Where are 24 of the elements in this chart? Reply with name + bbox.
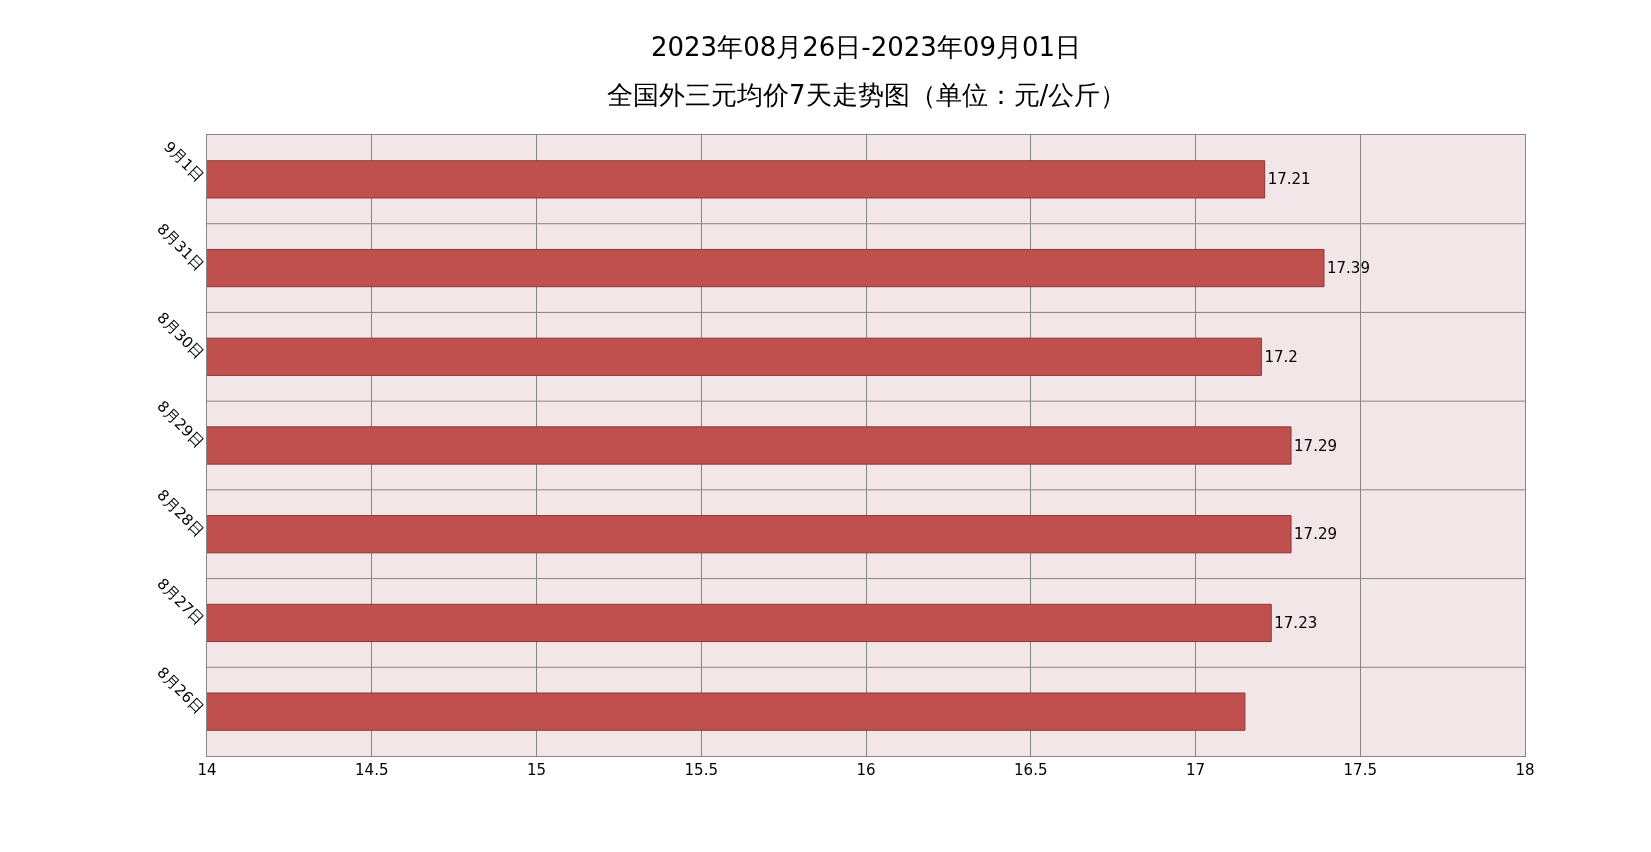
x-tick-label: 15 — [526, 761, 547, 779]
x-tick-label: 17.5 — [1343, 761, 1377, 779]
x-tick-label: 18 — [1515, 761, 1535, 779]
y-tick-label: 8月28日 — [153, 485, 208, 541]
data-label: 17.23 — [1274, 613, 1318, 632]
data-label: 17.29 — [1294, 436, 1337, 455]
y-tick-label: 8月26日 — [153, 663, 208, 718]
data-label: 17.29 — [1294, 525, 1337, 544]
chart-subtitle: 全国外三元均价7天走势图（单位：元/公斤） — [607, 80, 1127, 110]
data-label: 17.2 — [1264, 347, 1298, 366]
chart-title: 2023年08月26日-2023年09月01日 — [650, 32, 1082, 63]
data-label: 17.21 — [1267, 170, 1311, 189]
y-tick-label: 8月29日 — [153, 397, 208, 452]
y-tick-label: 8月30日 — [153, 308, 208, 363]
data-label: 17.39 — [1327, 259, 1370, 278]
x-tick-label: 17 — [1185, 761, 1206, 779]
x-tick-label: 14 — [197, 761, 217, 779]
y-tick-label: 8月31日 — [153, 219, 208, 274]
y-tick-label: 9月1日 — [160, 137, 208, 186]
y-tick-label: 8月27日 — [153, 574, 208, 629]
x-tick-label: 16 — [856, 761, 876, 779]
x-tick-label: 14.5 — [355, 761, 389, 779]
x-tick-label: 15.5 — [684, 761, 718, 779]
x-tick-label: 16.5 — [1014, 761, 1048, 779]
